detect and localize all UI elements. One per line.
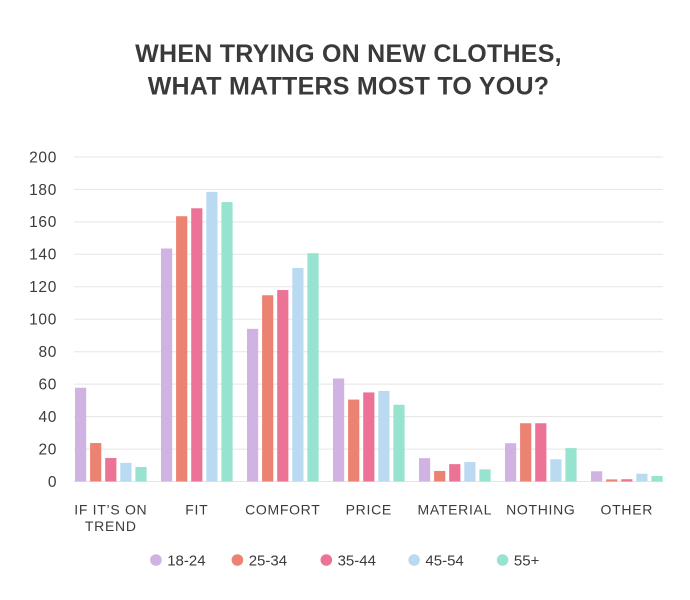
svg-text:WHEN TRYING ON NEW CLOTHES,: WHEN TRYING ON NEW CLOTHES, — [135, 40, 562, 68]
svg-text:18-24: 18-24 — [167, 552, 205, 569]
svg-text:20: 20 — [38, 441, 57, 458]
svg-text:35-44: 35-44 — [338, 552, 376, 569]
svg-text:140: 140 — [29, 247, 57, 264]
svg-text:55+: 55+ — [514, 552, 540, 569]
svg-text:180: 180 — [29, 182, 57, 199]
svg-text:MATERIAL: MATERIAL — [418, 502, 493, 518]
svg-text:TREND: TREND — [85, 518, 137, 534]
svg-text:25-34: 25-34 — [249, 552, 287, 569]
svg-text:100: 100 — [29, 312, 57, 329]
svg-text:160: 160 — [29, 214, 57, 231]
svg-text:80: 80 — [38, 344, 57, 361]
svg-text:40: 40 — [38, 409, 57, 426]
svg-text:NOTHING: NOTHING — [506, 502, 575, 518]
svg-text:200: 200 — [29, 149, 57, 166]
svg-text:WHAT MATTERS MOST TO YOU?: WHAT MATTERS MOST TO YOU? — [148, 73, 550, 101]
svg-text:60: 60 — [38, 376, 57, 393]
svg-text:0: 0 — [48, 474, 57, 491]
svg-text:OTHER: OTHER — [601, 502, 654, 518]
svg-text:120: 120 — [29, 279, 57, 296]
svg-text:COMFORT: COMFORT — [245, 502, 320, 518]
svg-text:IF IT’S ON: IF IT’S ON — [74, 502, 147, 518]
svg-text:FIT: FIT — [185, 502, 208, 518]
svg-text:PRICE: PRICE — [346, 502, 392, 518]
svg-text:45-54: 45-54 — [425, 552, 463, 569]
